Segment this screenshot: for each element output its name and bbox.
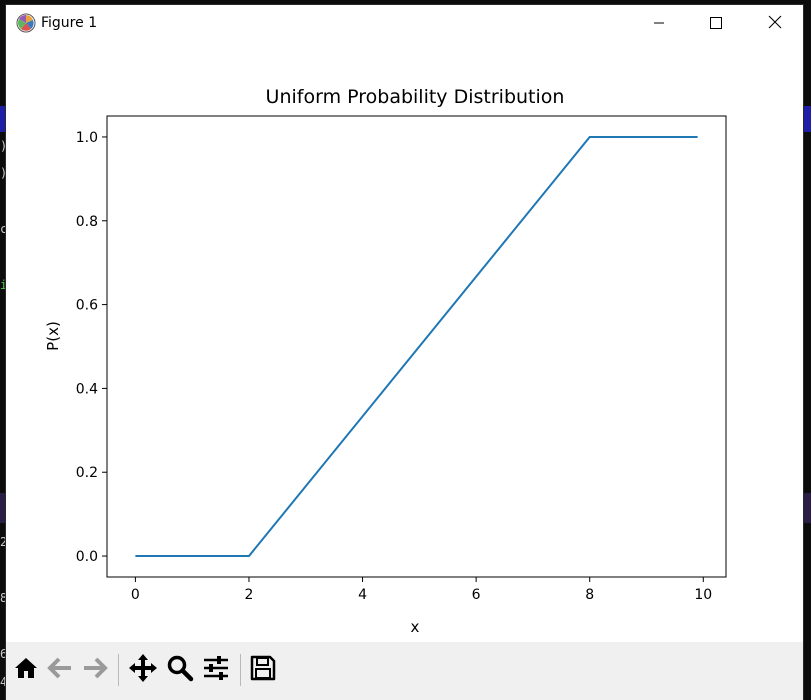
figure-canvas[interactable]: Uniform Probability Distribution 0 2 4 6 8 10…: [6, 41, 803, 642]
plot-frame: [106, 115, 727, 578]
chart-title: Uniform Probability Distribution: [266, 86, 565, 108]
x-tick-label: 2: [245, 587, 254, 603]
navigation-toolbar: [6, 642, 803, 700]
configure-subplots-button[interactable]: [200, 654, 232, 686]
zoom-button[interactable]: [164, 654, 196, 686]
forward-button[interactable]: [79, 654, 111, 686]
y-axis: 0.0 0.2 0.4 0.6 0.8 1.0: [76, 130, 107, 565]
maximize-button[interactable]: [693, 5, 739, 41]
y-tick-label: 0.4: [76, 381, 98, 397]
x-tick-label: 10: [694, 587, 712, 603]
background-terminal-line: i: [0, 278, 8, 292]
save-button[interactable]: [247, 654, 279, 686]
back-button[interactable]: [44, 654, 76, 686]
close-button[interactable]: [752, 5, 798, 41]
save-icon: [249, 654, 277, 686]
background-terminal-line: 6: [0, 647, 8, 661]
x-tick-label: 4: [358, 587, 367, 603]
move-icon: [128, 653, 158, 687]
background-terminal-line: ): [0, 166, 8, 180]
background-terminal-line: 4: [0, 675, 8, 689]
series-line: [135, 136, 698, 557]
title-bar[interactable]: Figure 1: [6, 5, 803, 41]
minimize-button[interactable]: [636, 5, 682, 41]
y-tick-label: 0.6: [76, 298, 98, 314]
y-axis-label: P(x): [44, 321, 62, 351]
home-icon: [13, 655, 39, 685]
matplotlib-logo-icon: [16, 13, 36, 33]
toolbar-separator: [118, 654, 119, 686]
x-tick-label: 6: [472, 587, 481, 603]
window-title: Figure 1: [41, 15, 98, 31]
background-terminal-line: c: [0, 222, 8, 236]
series-layer: [135, 136, 698, 557]
close-icon: [768, 14, 782, 33]
back-arrow-icon: [47, 655, 73, 685]
x-tick-label: 0: [131, 587, 140, 603]
chart: Uniform Probability Distribution 0 2 4 6 8 10…: [44, 86, 727, 636]
toolbar-separator: [240, 654, 241, 686]
y-tick-label: 0.8: [76, 214, 98, 230]
home-button[interactable]: [10, 654, 42, 686]
zoom-icon: [166, 654, 194, 686]
y-tick-label: 0.2: [76, 465, 98, 481]
pan-button[interactable]: [127, 654, 159, 686]
sliders-icon: [202, 654, 230, 686]
minimize-icon: [653, 14, 665, 33]
maximize-icon: [710, 14, 722, 33]
background-terminal-line: ): [0, 139, 8, 153]
x-axis: 0 2 4 6 8 10: [131, 577, 712, 603]
x-axis-label: x: [411, 618, 420, 636]
x-tick-label: 8: [585, 587, 594, 603]
y-tick-label: 1.0: [76, 130, 98, 146]
background-terminal-line: 2: [0, 535, 8, 549]
background-terminal-line: 8: [0, 591, 8, 605]
figure-window: Figure 1 Uniform Probability Distributio…: [6, 5, 803, 700]
y-tick-label: 0.0: [76, 549, 98, 565]
forward-arrow-icon: [82, 655, 108, 685]
